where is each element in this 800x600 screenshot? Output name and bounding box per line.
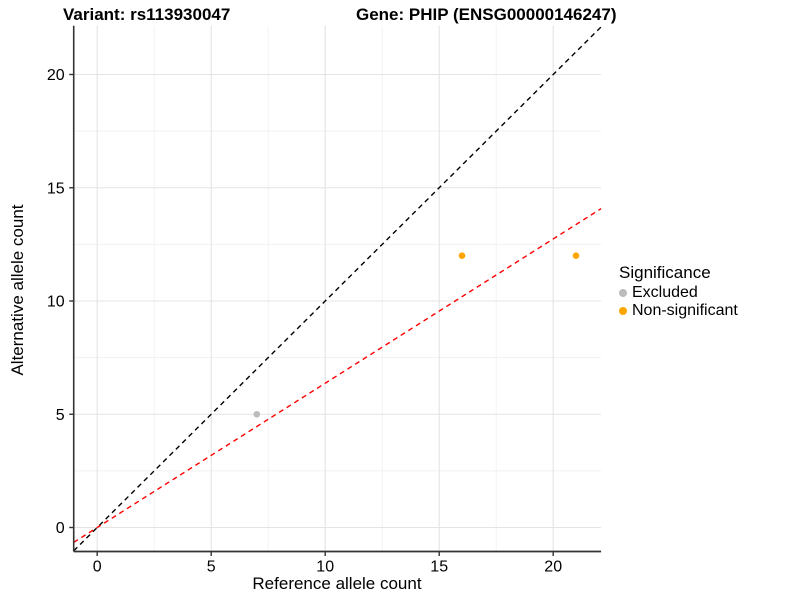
- x-tick-label: 15: [430, 559, 448, 576]
- x-tick-label: 5: [207, 559, 216, 576]
- identity-line: [73, 26, 602, 552]
- y-tick-label: 0: [56, 520, 65, 537]
- x-tick-label: 20: [544, 559, 562, 576]
- excluded-dot-icon: [619, 289, 627, 297]
- plot-title-variant: Variant: rs113930047: [63, 5, 231, 24]
- y-axis-title: Alternative allele count: [8, 204, 27, 376]
- legend-entry-non-significant: Non-significant: [619, 302, 738, 320]
- x-axis-title: Reference allele count: [252, 574, 422, 593]
- data-point-non-significant: [458, 252, 466, 259]
- plot-title-gene: Gene: PHIP (ENSG00000146247): [356, 5, 617, 24]
- y-tick-label: 15: [47, 180, 65, 197]
- non-significant-dot-icon: [619, 307, 627, 315]
- legend: Significance Excluded Non-significant: [619, 263, 738, 320]
- legend-title: Significance: [619, 263, 711, 282]
- data-point-non-significant: [572, 252, 580, 259]
- y-tick-label: 20: [47, 67, 65, 84]
- y-tick-label: 10: [47, 294, 65, 311]
- legend-label: Non-significant: [632, 302, 738, 319]
- y-tick-label: 5: [56, 407, 65, 424]
- data-point-excluded: [253, 410, 261, 418]
- legend-label: Excluded: [632, 284, 698, 301]
- legend-entry-excluded: Excluded: [619, 284, 738, 302]
- regression-line: [73, 208, 602, 543]
- x-tick-label: 10: [316, 559, 334, 576]
- x-tick-label: 0: [93, 559, 102, 576]
